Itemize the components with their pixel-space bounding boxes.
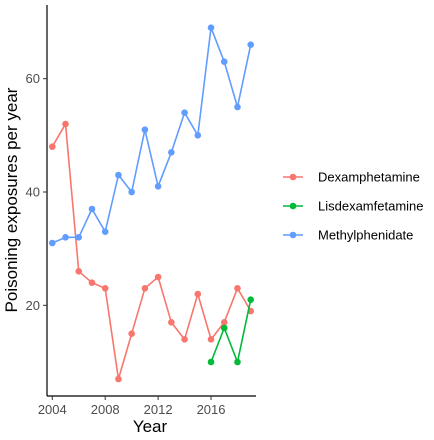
data-point-methylphenidate (128, 188, 135, 196)
data-point-methylphenidate (101, 228, 109, 235)
legend-key-point (289, 173, 297, 181)
data-point-methylphenidate (194, 132, 202, 139)
data-point-dexamphetamine (181, 336, 188, 343)
data-point-methylphenidate (207, 24, 215, 31)
data-point-methylphenidate (88, 205, 96, 213)
plot-area (48, 24, 255, 383)
y-tick-label: 40 (26, 185, 40, 200)
data-point-methylphenidate (62, 234, 69, 241)
data-point-lisdexamfetamine (234, 358, 241, 366)
data-point-methylphenidate (168, 149, 175, 156)
data-point-dexamphetamine (48, 143, 56, 150)
data-point-dexamphetamine (168, 319, 175, 326)
data-point-dexamphetamine (62, 120, 69, 128)
data-point-dexamphetamine (88, 279, 96, 286)
legend-key-point (289, 231, 297, 239)
data-point-dexamphetamine (194, 290, 202, 298)
y-tick-label: 60 (26, 71, 40, 86)
data-point-methylphenidate (247, 41, 255, 48)
data-point-lisdexamfetamine (207, 358, 215, 366)
data-point-dexamphetamine (141, 285, 149, 292)
series-dexamphetamine (48, 120, 255, 383)
data-point-lisdexamfetamine (220, 324, 228, 332)
data-point-methylphenidate (154, 183, 162, 190)
series-line-dexamphetamine (51, 123, 252, 380)
series-methylphenidate (48, 24, 255, 247)
data-point-dexamphetamine (234, 285, 241, 292)
data-point-methylphenidate (75, 234, 83, 241)
data-point-methylphenidate (48, 239, 56, 247)
legend-label: Methylphenidate (318, 228, 413, 243)
ticks: 2004 2008 2012 2016 20 40 60 (26, 71, 226, 417)
data-point-dexamphetamine (154, 273, 162, 281)
axes (46, 5, 256, 397)
data-point-dexamphetamine (101, 285, 109, 292)
y-tick-label: 20 (26, 298, 40, 313)
x-tick-label: 2008 (91, 402, 120, 417)
data-point-dexamphetamine (115, 375, 122, 383)
legend-item-lisdexamfetamine: Lisdexamfetamine (283, 199, 424, 214)
x-tick-label: 2016 (197, 402, 226, 417)
data-point-lisdexamfetamine (247, 296, 255, 303)
x-axis-title: Year (133, 417, 168, 436)
y-axis-title: Poisoning exposures per year (2, 87, 21, 312)
data-point-methylphenidate (141, 126, 149, 133)
x-tick-label: 2004 (38, 402, 67, 417)
legend-key-point (289, 202, 297, 210)
legend-item-methylphenidate: Methylphenidate (283, 228, 413, 243)
data-point-dexamphetamine (207, 336, 215, 343)
legend-label: Lisdexamfetamine (318, 199, 424, 214)
legend: Dexamphetamine Lisdexamfetamine Methylphen… (283, 170, 424, 243)
data-point-methylphenidate (234, 103, 241, 111)
series-lisdexamfetamine (207, 296, 255, 366)
series-line-methylphenidate (51, 26, 252, 244)
data-point-methylphenidate (181, 109, 188, 116)
data-point-dexamphetamine (220, 319, 228, 326)
data-point-methylphenidate (220, 58, 228, 65)
legend-item-dexamphetamine: Dexamphetamine (283, 170, 420, 185)
data-point-methylphenidate (115, 171, 122, 179)
data-point-dexamphetamine (75, 268, 83, 275)
legend-label: Dexamphetamine (318, 170, 420, 185)
series-line-lisdexamfetamine (210, 299, 252, 363)
x-tick-label: 2012 (144, 402, 173, 417)
data-point-dexamphetamine (128, 330, 135, 337)
